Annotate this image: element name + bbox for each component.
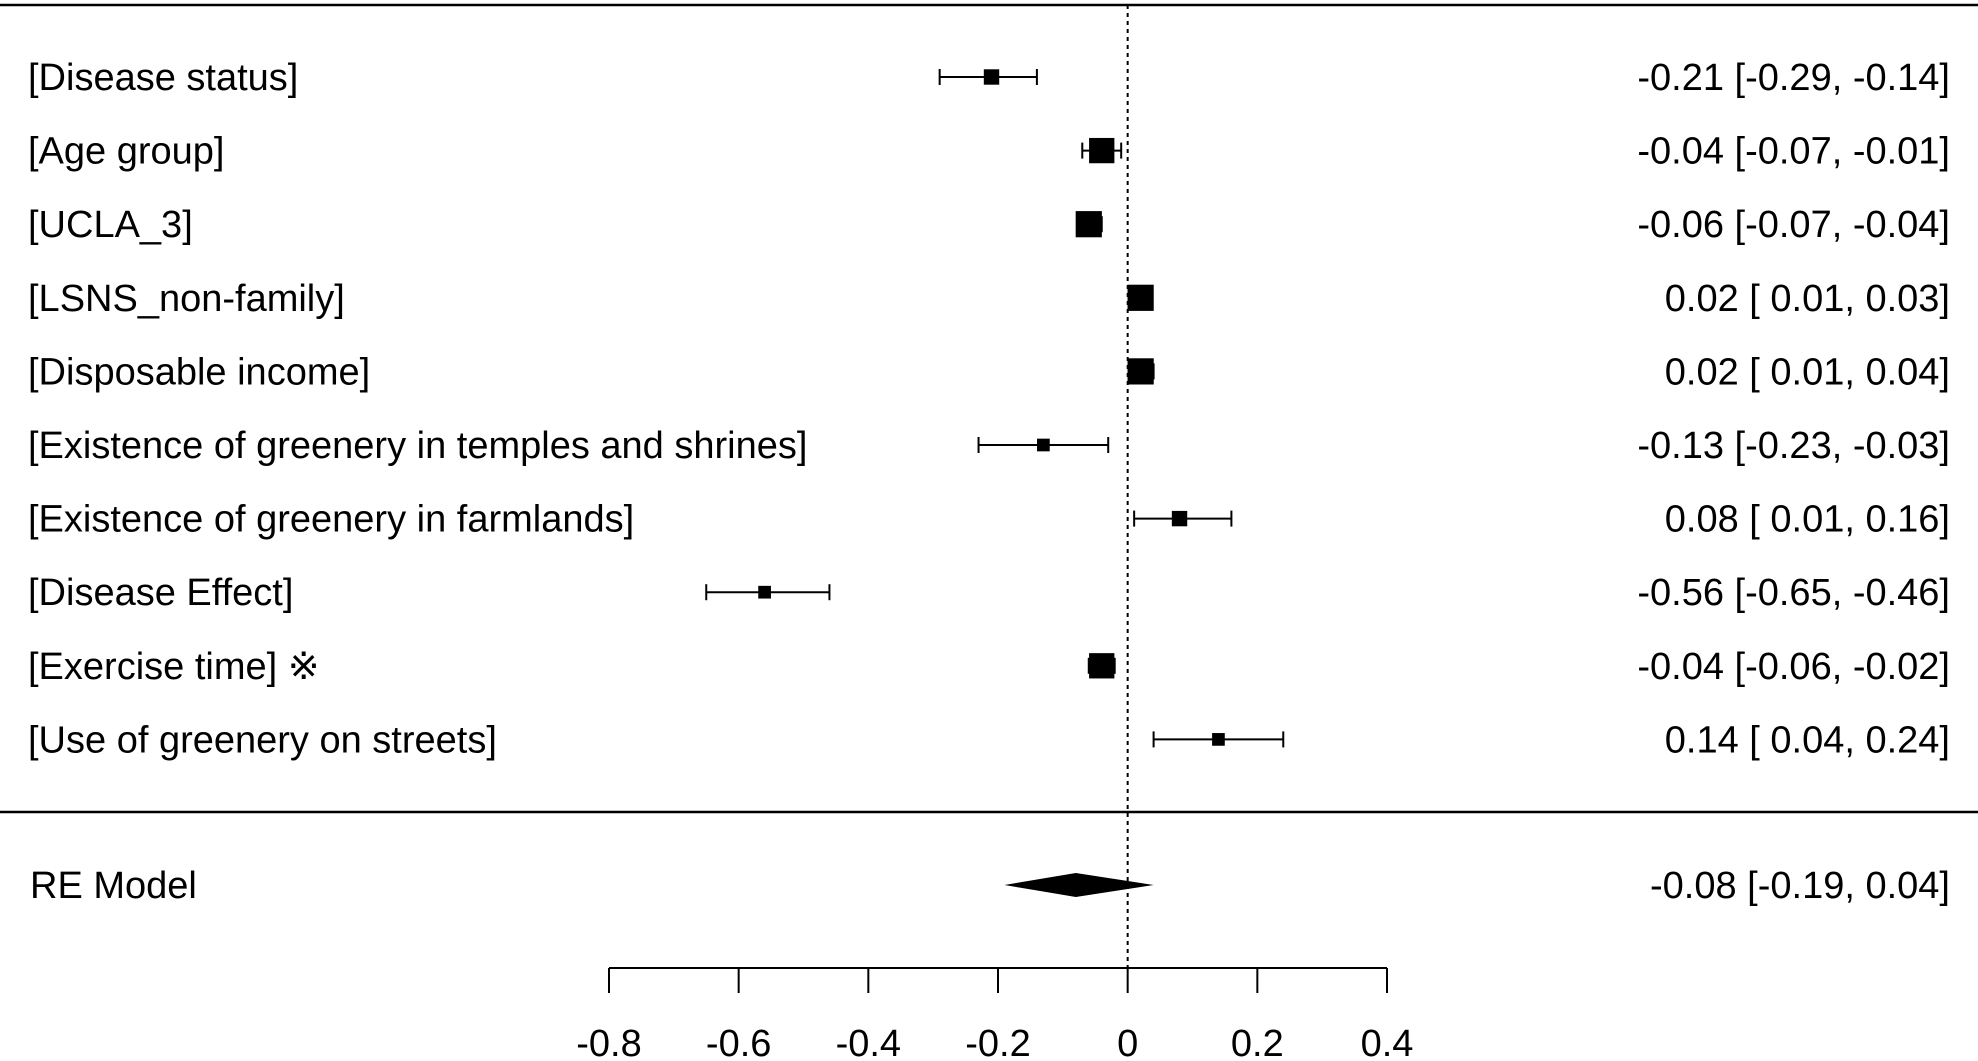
study-row: [Existence of greenery in temples and sh… xyxy=(28,425,1950,467)
estimate-ci-text: -0.04 [-0.07, -0.01] xyxy=(1637,131,1950,173)
x-tick-label: -0.6 xyxy=(706,1023,771,1061)
study-label: [Exercise time] ※ xyxy=(28,646,320,688)
x-tick-label: -0.4 xyxy=(836,1023,901,1061)
study-row: [UCLA_3] -0.06 [-0.07, -0.04] xyxy=(28,204,1950,246)
x-tick-label: -0.2 xyxy=(965,1023,1030,1061)
point-estimate-square xyxy=(1075,211,1102,238)
study-rows: [Disease status] -0.21 [-0.29, -0.14] [Age… xyxy=(28,57,1950,761)
point-estimate-square xyxy=(1212,733,1225,746)
study-label: [Age group] xyxy=(28,131,224,173)
point-estimate-square xyxy=(758,585,771,599)
study-label: [Disposable income] xyxy=(28,351,370,393)
study-row: [Age group] -0.04 [-0.07, -0.01] xyxy=(28,131,1950,173)
point-estimate-square xyxy=(1127,284,1154,311)
study-label: [UCLA_3] xyxy=(28,204,193,246)
x-tick-label: 0 xyxy=(1117,1023,1138,1061)
point-estimate-square xyxy=(1037,438,1050,452)
estimate-ci-text: 0.02 [ 0.01, 0.04] xyxy=(1665,351,1950,393)
x-tick-label: -0.8 xyxy=(576,1023,641,1061)
summary-estimate-ci-text: -0.08 [-0.19, 0.04] xyxy=(1650,865,1950,907)
point-estimate-square xyxy=(1089,653,1115,679)
summary-diamond xyxy=(1004,873,1154,897)
study-row: [Disease Effect] -0.56 [-0.65, -0.46] xyxy=(28,572,1950,614)
study-label: [Existence of greenery in farmlands] xyxy=(28,499,634,541)
study-row: [Use of greenery on streets] 0.14 [ 0.04,… xyxy=(28,719,1950,761)
study-label: [Disease status] xyxy=(28,57,298,99)
study-row: [LSNS_non-family] 0.02 [ 0.01, 0.03] xyxy=(28,278,1950,320)
estimate-ci-text: -0.06 [-0.07, -0.04] xyxy=(1637,204,1950,246)
x-axis: -0.8 -0.6 -0.4 -0.2 0 0.2 0.4 xyxy=(576,967,1413,1061)
point-estimate-square xyxy=(1127,358,1154,385)
x-tick-label: 0.2 xyxy=(1231,1023,1284,1061)
estimate-ci-text: 0.08 [ 0.01, 0.16] xyxy=(1665,499,1950,541)
estimate-ci-text: -0.13 [-0.23, -0.03] xyxy=(1637,425,1950,467)
estimate-ci-text: -0.21 [-0.29, -0.14] xyxy=(1637,57,1950,99)
estimate-ci-text: 0.14 [ 0.04, 0.24] xyxy=(1665,719,1950,761)
study-row: [Existence of greenery in farmlands] 0.08… xyxy=(28,499,1950,541)
study-row: [Disease status] -0.21 [-0.29, -0.14] xyxy=(28,57,1950,99)
estimate-ci-text: -0.56 [-0.65, -0.46] xyxy=(1637,572,1950,614)
point-estimate-square xyxy=(1171,510,1188,527)
study-row: [Exercise time] ※ -0.04 [-0.06, -0.02] xyxy=(28,646,1950,688)
summary-label: RE Model xyxy=(30,865,197,907)
estimate-ci-text: -0.04 [-0.06, -0.02] xyxy=(1637,646,1950,688)
study-label: [Use of greenery on streets] xyxy=(28,719,497,761)
point-estimate-square xyxy=(983,69,1000,85)
summary-row: RE Model -0.08 [-0.19, 0.04] xyxy=(30,865,1950,907)
x-tick-label: 0.4 xyxy=(1361,1023,1414,1061)
study-label: [Disease Effect] xyxy=(28,572,293,614)
estimate-ci-text: 0.02 [ 0.01, 0.03] xyxy=(1665,278,1950,320)
point-estimate-square xyxy=(1089,137,1115,164)
x-axis-ticks: -0.8 -0.6 -0.4 -0.2 0 0.2 0.4 xyxy=(576,968,1413,1061)
study-label: [Existence of greenery in temples and sh… xyxy=(28,425,807,467)
study-label: [LSNS_non-family] xyxy=(28,278,345,320)
study-row: [Disposable income] 0.02 [ 0.01, 0.04] xyxy=(28,351,1950,393)
